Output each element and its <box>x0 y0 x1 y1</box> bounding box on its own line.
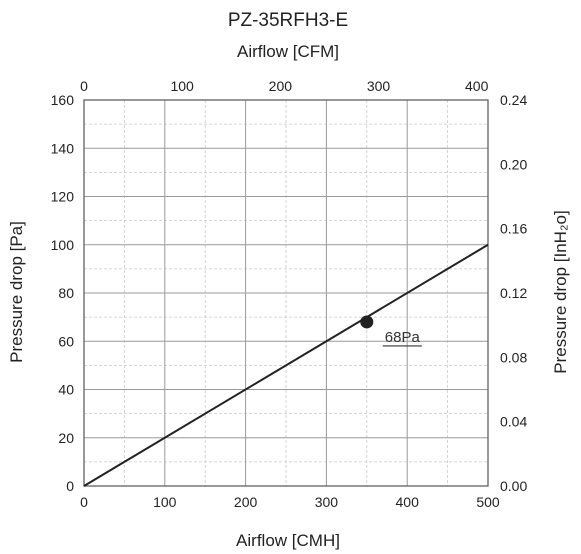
y-right-tick-label: 0.08 <box>500 349 527 365</box>
annotation-label: 68Pa <box>385 329 421 346</box>
y-right-tick-label: 0.16 <box>500 221 527 237</box>
x-tick-label: 0 <box>80 494 88 510</box>
x-tick-label: 300 <box>315 494 339 510</box>
plot-area: 68Pa <box>83 243 489 487</box>
y-right-tick-label: 0.20 <box>500 156 527 172</box>
y-tick-label: 120 <box>51 189 75 205</box>
top-axis-title: Airflow [CFM] <box>237 42 339 61</box>
chart-title: PZ-35RFH3-E <box>228 10 348 31</box>
y-tick-label: 140 <box>51 140 75 156</box>
y-right-tick-label: 0.00 <box>500 478 527 494</box>
x-top-tick-label: 200 <box>269 78 293 94</box>
y-tick-label: 160 <box>51 92 75 108</box>
operating-point-marker <box>360 315 374 329</box>
series-line <box>83 243 489 487</box>
y-right-tick-label: 0.12 <box>500 285 527 301</box>
y-right-tick-label: 0.24 <box>500 92 527 108</box>
tick-labels: 0 100 200 300 400 500 0 100 200 300 400 0 20 40 60 80 10… <box>51 78 528 510</box>
x-top-tick-label: 300 <box>367 78 391 94</box>
y-tick-label: 40 <box>58 382 74 398</box>
x-tick-label: 500 <box>476 494 500 510</box>
grid <box>83 99 489 487</box>
x-tick-label: 200 <box>234 494 258 510</box>
right-axis-title: Pressure drop [InH₂o] <box>551 210 570 373</box>
y-tick-label: 80 <box>58 285 74 301</box>
bottom-axis-title: Airflow [CMH] <box>236 531 340 550</box>
y-tick-label: 100 <box>51 237 75 253</box>
x-top-tick-label: 0 <box>80 78 88 94</box>
y-tick-label: 60 <box>58 333 74 349</box>
x-top-tick-label: 400 <box>465 78 489 94</box>
left-axis-title: Pressure drop [Pa] <box>7 221 26 363</box>
y-tick-label: 0 <box>66 478 74 494</box>
y-tick-label: 20 <box>58 430 74 446</box>
x-tick-label: 400 <box>396 494 420 510</box>
plot-frame <box>83 99 489 487</box>
x-top-tick-label: 100 <box>170 78 194 94</box>
x-tick-label: 100 <box>153 494 177 510</box>
y-right-tick-label: 0.04 <box>500 414 527 430</box>
